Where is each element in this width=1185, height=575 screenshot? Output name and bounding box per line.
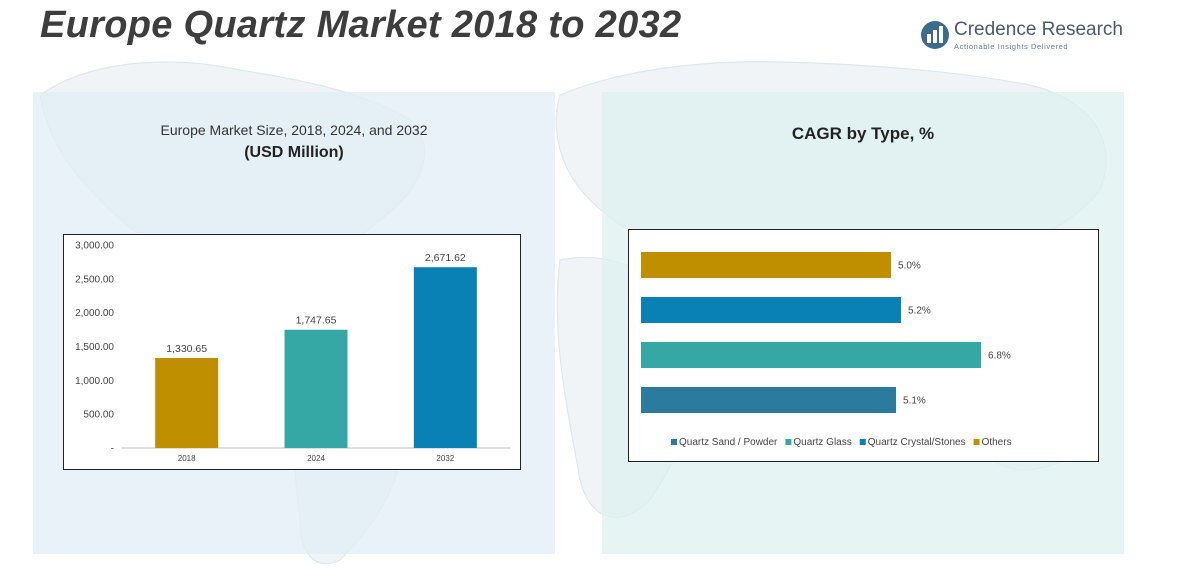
cagr-value-label: 5.2% <box>908 306 931 317</box>
y-tick-label: 500.00 <box>83 410 114 421</box>
market-size-unit: (USD Million) <box>244 144 344 161</box>
cagr-title: CAGR by Type, % <box>791 124 935 143</box>
y-tick-label: 2,500.00 <box>75 274 114 285</box>
x-tick-label: 2018 <box>178 454 196 463</box>
page-title: Europe Quartz Market 2018 to 2032 <box>40 4 682 46</box>
legend-label: Others <box>982 437 1012 448</box>
cagr-bar-quartz-glass <box>641 342 981 368</box>
cagr-bar-quartz-sand-powder <box>641 387 896 413</box>
cagr-chart-svg: 5.0%5.2%6.8%5.1%Quartz Sand / Powder Quar… <box>641 252 1012 448</box>
logo-tagline: Actionable Insights Delivered <box>954 42 1069 51</box>
market-size-chart: - 500.00 1,000.00 1,500.00 2,000.00 2,500.00 3… <box>63 234 521 470</box>
cagr-value-label: 5.0% <box>898 261 921 272</box>
legend-swatch <box>785 439 792 445</box>
bar-2024 <box>284 329 348 448</box>
cagr-bar-quartz-crystal-stones <box>641 297 901 323</box>
bar-value-label: 1,330.65 <box>166 343 207 355</box>
x-tick-label: 2024 <box>307 454 325 463</box>
bar-chart-logo-icon <box>921 21 949 49</box>
cagr-chart: 5.0% 5.2% 6.8% 5.1% Quartz Sand / Powder Quar… <box>628 229 1099 462</box>
y-tick-label: 2,000.00 <box>75 308 114 319</box>
credence-research-logo: Credence Research Actionable Insights De… <box>920 18 1123 54</box>
cagr-value-label: 6.8% <box>988 351 1011 362</box>
legend-swatch <box>671 439 677 445</box>
cagr-value-label: 5.1% <box>903 396 926 407</box>
bar-2032 <box>413 267 477 448</box>
cagr-legend: Quartz Sand / Powder Quartz Glass Quartz C… <box>671 437 1012 448</box>
y-tick-label: 3,000.00 <box>75 241 114 252</box>
bar-value-label: 2,671.62 <box>425 252 466 264</box>
bar-2018 <box>155 357 219 448</box>
market-size-chart-svg: - 500.00 1,000.00 1,500.00 2,000.00 2,500.00 3… <box>75 241 510 463</box>
legend-swatch <box>973 439 980 445</box>
y-tick-label: 1,500.00 <box>75 342 114 353</box>
x-tick-label: 2032 <box>436 454 454 463</box>
logo-name: Credence Research <box>954 19 1123 40</box>
bar-value-label: 1,747.65 <box>296 315 337 327</box>
market-size-title: Europe Market Size, 2018, 2024, and 2032 <box>160 122 428 138</box>
y-tick-label: - <box>111 444 114 455</box>
y-tick-label: 1,000.00 <box>75 376 114 387</box>
legend-label: Quartz Sand / Powder <box>679 437 778 448</box>
legend-label: Quartz Crystal/Stones <box>868 437 966 448</box>
legend-swatch <box>859 439 866 445</box>
legend-label: Quartz Glass <box>793 437 851 448</box>
cagr-bar-others <box>641 252 891 278</box>
